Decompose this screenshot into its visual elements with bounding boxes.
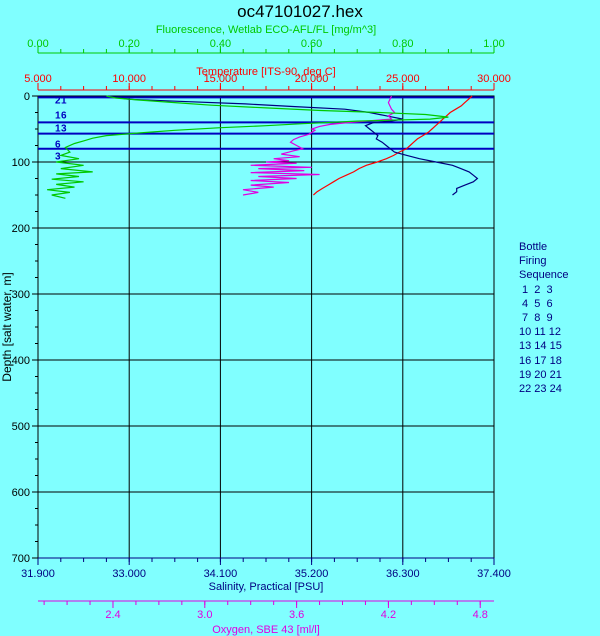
- temperature-tick-label: 10.000: [112, 73, 146, 85]
- depth-tick-label: 100: [12, 157, 30, 169]
- temperature-axis: 5.000 10.000 15.000 20.000 25.000 30.000 Tempe…: [24, 66, 511, 91]
- depth-tick-label: 300: [12, 289, 30, 301]
- salinity-tick-label: 31.900: [21, 568, 55, 580]
- depth-axis-title: Depth [salt water, m]: [0, 272, 14, 381]
- fluorescence-tick-label: 0.80: [392, 38, 413, 50]
- fluorescence-axis: 0.00 0.20 0.40 0.60 0.80 1.00 Fluorescence, We…: [27, 24, 505, 54]
- salinity-tick-label: 34.100: [204, 568, 238, 580]
- temperature-tick-label: 20.000: [295, 73, 329, 85]
- fluorescence-tick-label: 1.00: [483, 38, 504, 50]
- salinity-profile-line: [108, 95, 479, 196]
- temperature-tick-label: 15.000: [204, 73, 238, 85]
- temperature-tick-label: 30.000: [477, 73, 511, 85]
- salinity-tick-label: 37.400: [477, 568, 511, 580]
- bottle-number-label: 1: [55, 124, 61, 135]
- salinity-axis: 31.900 33.000 34.100 35.200 36.300 37.400 Sali…: [21, 557, 511, 593]
- oxygen-axis-title: Oxygen, SBE 43 [ml/l]: [212, 624, 320, 636]
- depth-tick-label: 400: [12, 355, 30, 367]
- fluorescence-axis-title: Fluorescence, Wetlab ECO-AFL/FL [mg/m^3]: [156, 24, 376, 36]
- legend-heading-line: Sequence: [519, 269, 569, 282]
- fluorescence-tick-label: 0.00: [27, 38, 48, 50]
- salinity-tick-label: 35.200: [295, 568, 329, 580]
- bottle-number-label: 2: [55, 95, 61, 106]
- legend-sequence-row: 4 5 6: [519, 297, 553, 310]
- temperature-tick-label: 25.000: [386, 73, 420, 85]
- bottle-number-label: 3: [61, 124, 67, 135]
- depth-tick-label: 200: [12, 223, 30, 235]
- temperature-tick-label: 5.000: [24, 73, 52, 85]
- oxygen-tick-label: 2.4: [105, 609, 120, 621]
- fluorescence-profile-line: [47, 95, 449, 199]
- legend-heading-line: Bottle: [519, 241, 548, 253]
- temperature-profile-line: [313, 95, 473, 196]
- depth-tick-label: 700: [12, 553, 30, 565]
- temperature-axis-title: Temperature [ITS-90, deg C]: [196, 66, 335, 78]
- oxygen-tick-label: 4.2: [381, 609, 396, 621]
- legend-sequence-row: 1 2 3: [519, 283, 553, 296]
- oxygen-tick-label: 3.0: [197, 609, 212, 621]
- legend-sequence-row: 7 8 9: [519, 311, 553, 324]
- legend-sequence-row: 16 17 18: [519, 354, 562, 367]
- bottle-firing-legend: Bottle Firing Sequence 1 2 3 4 5 6 7 8 9 10…: [519, 240, 599, 396]
- oxygen-tick-label: 4.8: [473, 609, 488, 621]
- salinity-tick-label: 33.000: [112, 568, 146, 580]
- depth-axis: 0 100 200 300 400 500 600 700 Depth [salt water,…: [0, 91, 38, 565]
- chart-title: oc47101027.hex: [237, 2, 363, 21]
- legend-sequence-row: 10 11 12: [519, 326, 562, 339]
- bottle-number-label: 1: [55, 110, 61, 121]
- oxygen-profile-line: [242, 95, 396, 196]
- bottle-number-label: 6: [61, 110, 67, 121]
- fluorescence-tick-label: 0.60: [301, 38, 322, 50]
- bottle-number-label: 3: [55, 151, 61, 162]
- fluorescence-tick-label: 0.40: [210, 38, 231, 50]
- oxygen-axis: 2.4 3.0 3.6 4.2 4.8 Oxygen, SBE 43 [ml/l]: [38, 600, 494, 636]
- legend-sequence-row: 13 14 15: [519, 340, 562, 353]
- legend-sequence-row: 19 20 21: [519, 368, 562, 381]
- bottle-number-label: 6: [55, 140, 61, 151]
- bottle-number-label: 1: [61, 95, 67, 106]
- legend-sequence-row: 22 23 24: [519, 382, 562, 395]
- oxygen-tick-label: 3.6: [289, 609, 304, 621]
- salinity-tick-label: 36.300: [386, 568, 420, 580]
- depth-tick-label: 600: [12, 487, 30, 499]
- salinity-axis-title: Salinity, Practical [PSU]: [209, 581, 324, 593]
- fluorescence-tick-label: 0.20: [118, 38, 139, 50]
- legend-heading-line: Firing: [519, 255, 547, 268]
- depth-tick-label: 0: [24, 91, 30, 103]
- depth-tick-label: 500: [12, 421, 30, 433]
